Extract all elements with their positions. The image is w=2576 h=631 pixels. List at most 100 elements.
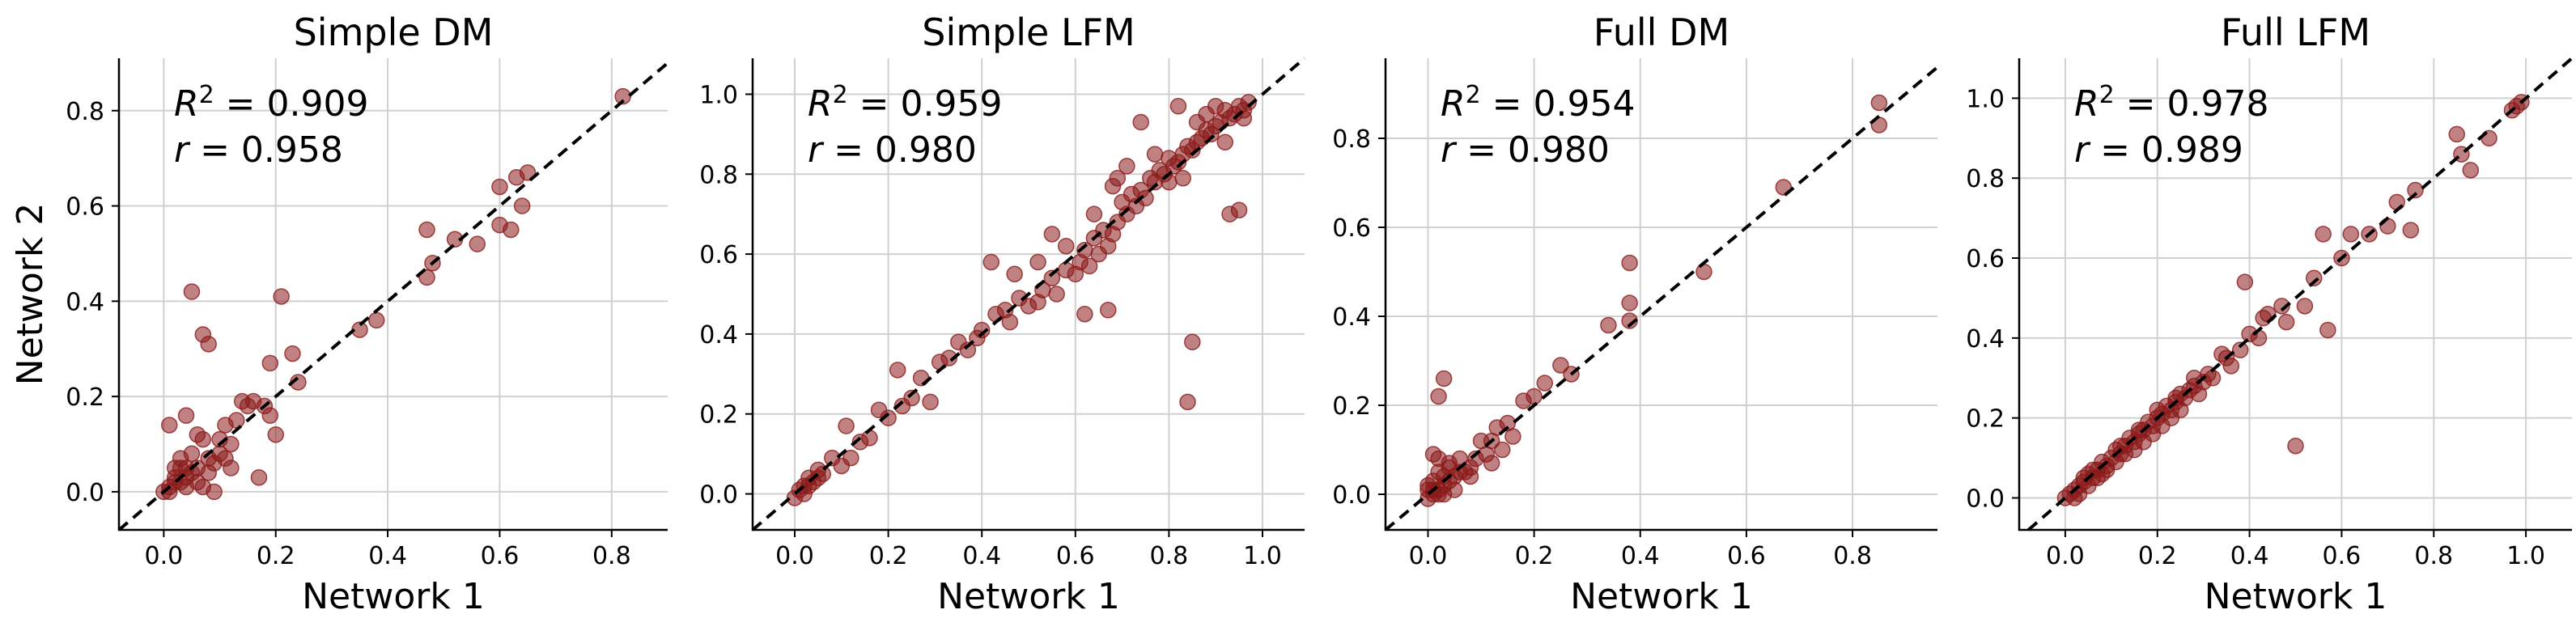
x-tick-label: 0.0 [1409, 542, 1448, 570]
scatter-point [838, 417, 855, 434]
scatter-point [1043, 226, 1061, 243]
scatter-point [1552, 357, 1569, 374]
x-tick-label: 0.2 [2138, 542, 2177, 570]
scatter-panel: 0.0 0.2 0.4 0.6 0.8 1.0 0.0 0.2 0.4 0.6 0.8 1.0 Simp… [699, 11, 1306, 617]
y-tick-label: 1.0 [699, 81, 738, 109]
scatter-point [513, 197, 531, 214]
x-tick-label: 0.4 [368, 542, 407, 570]
scatter-point [1430, 464, 1447, 481]
scatter-point [183, 283, 201, 300]
y-tick-label: 0.6 [66, 193, 104, 222]
x-tick-label: 0.0 [775, 542, 814, 570]
x-tick-label: 0.8 [1150, 542, 1189, 570]
scatter-point [1043, 269, 1061, 286]
scatter-point [194, 326, 212, 343]
scatter-point [1435, 485, 1453, 503]
grid [2019, 58, 2572, 530]
scatter-panel: 0.0 0.2 0.4 0.6 0.8 0.0 0.2 0.4 0.6 0.8 Simple DM N… [10, 11, 669, 617]
scatter-point [418, 221, 435, 239]
x-tick-label: 0.6 [481, 542, 520, 570]
scatter-point [284, 345, 301, 362]
x-tick-label: 0.2 [257, 542, 295, 570]
x-tick-label: 1.0 [2506, 542, 2545, 570]
scatter-point [1029, 253, 1046, 271]
scatter-point [851, 434, 869, 451]
identity-line [2027, 57, 2574, 531]
scatter-point [2462, 162, 2480, 179]
scatter-point [1085, 205, 1103, 222]
identity-line [117, 61, 669, 531]
scatter-point [267, 426, 284, 443]
scatter-point [889, 362, 906, 379]
scatter-panel: 0.0 0.2 0.4 0.6 0.8 0.0 0.2 0.4 0.6 0.8 Full DM Net… [1332, 11, 1939, 617]
scatter-point [2296, 298, 2314, 315]
scatter-point [982, 253, 1000, 271]
scatter-point [2075, 469, 2092, 487]
y-tick-label: 0.4 [1332, 303, 1371, 332]
scatter-point [507, 168, 525, 186]
x-tick-label: 0.6 [2323, 542, 2362, 570]
scatter-point [1621, 294, 1638, 311]
y-tick-label: 0.2 [1966, 405, 2005, 434]
y-tick-label: 0.8 [66, 98, 104, 126]
scatter-point [1184, 333, 1201, 351]
scatter-point [1057, 237, 1075, 255]
scatter-point [161, 417, 178, 434]
axis-spines [117, 58, 668, 531]
y-tick-label: 0.2 [1332, 392, 1371, 421]
identity-line [751, 57, 1306, 531]
y-tick-label: 0.6 [1966, 245, 2005, 273]
y-tick-label: 0.2 [66, 383, 104, 412]
scatter-point [1221, 205, 1238, 222]
scatter-point [223, 459, 240, 476]
grid [753, 58, 1305, 530]
x-tick-label: 1.0 [1243, 542, 1282, 570]
scatter-point [367, 311, 385, 329]
axis-spines [751, 58, 1305, 531]
scatter-point [1504, 428, 1521, 445]
points [155, 87, 631, 501]
scatter-point [2236, 273, 2254, 290]
scatter-point [1870, 94, 1888, 112]
scatter-point [2273, 298, 2290, 315]
scatter-point [1515, 392, 1532, 409]
scatter-point [1216, 133, 1233, 151]
scatter-point [1132, 113, 1149, 131]
y-tick-label: 0.0 [66, 479, 104, 507]
y-tick-label: 0.8 [699, 161, 738, 189]
scatter-point [1188, 113, 1206, 131]
scatter-point [2315, 226, 2332, 243]
scatter-point [1006, 265, 1023, 283]
r-squared-label: R2 = 0.954 [1441, 81, 1635, 125]
scatter-point [418, 269, 435, 286]
scatter-point [786, 489, 804, 506]
scatter-point [2306, 269, 2323, 286]
scatter-point [491, 216, 508, 234]
y-tick-label: 0.6 [699, 241, 738, 269]
x-axis-label: Network 1 [1570, 576, 1753, 617]
points [1420, 94, 1888, 507]
scatter-point [261, 407, 279, 424]
chart-title: Full DM [1594, 11, 1729, 54]
scatter-point [1462, 468, 1479, 485]
scatter-point [244, 392, 262, 410]
x-axis-label: Network 1 [2205, 576, 2387, 617]
scatter-point [2319, 321, 2336, 339]
scatter-point [1048, 286, 1065, 303]
r-squared-label: R2 = 0.909 [174, 81, 368, 125]
scatter-point [1536, 375, 1553, 392]
scatter-point [469, 235, 486, 252]
scatter-point [1174, 169, 1191, 187]
scatter-point [217, 417, 234, 434]
scatter-point [2231, 341, 2249, 358]
identity-line [1384, 66, 1939, 531]
scatter-point [1057, 261, 1075, 279]
ticks: 0.0 0.2 0.4 0.6 0.8 1.0 0.0 0.2 0.4 0.6 0.8 1.0 [1966, 85, 2545, 570]
y-tick-label: 0.6 [1332, 214, 1371, 243]
scatter-point [2448, 125, 2465, 143]
scatter-point [1100, 302, 1117, 319]
scatter-point [273, 288, 290, 305]
scatter-point [2407, 181, 2424, 199]
scatter-point [1109, 169, 1127, 187]
scatter-point [1076, 305, 1093, 323]
